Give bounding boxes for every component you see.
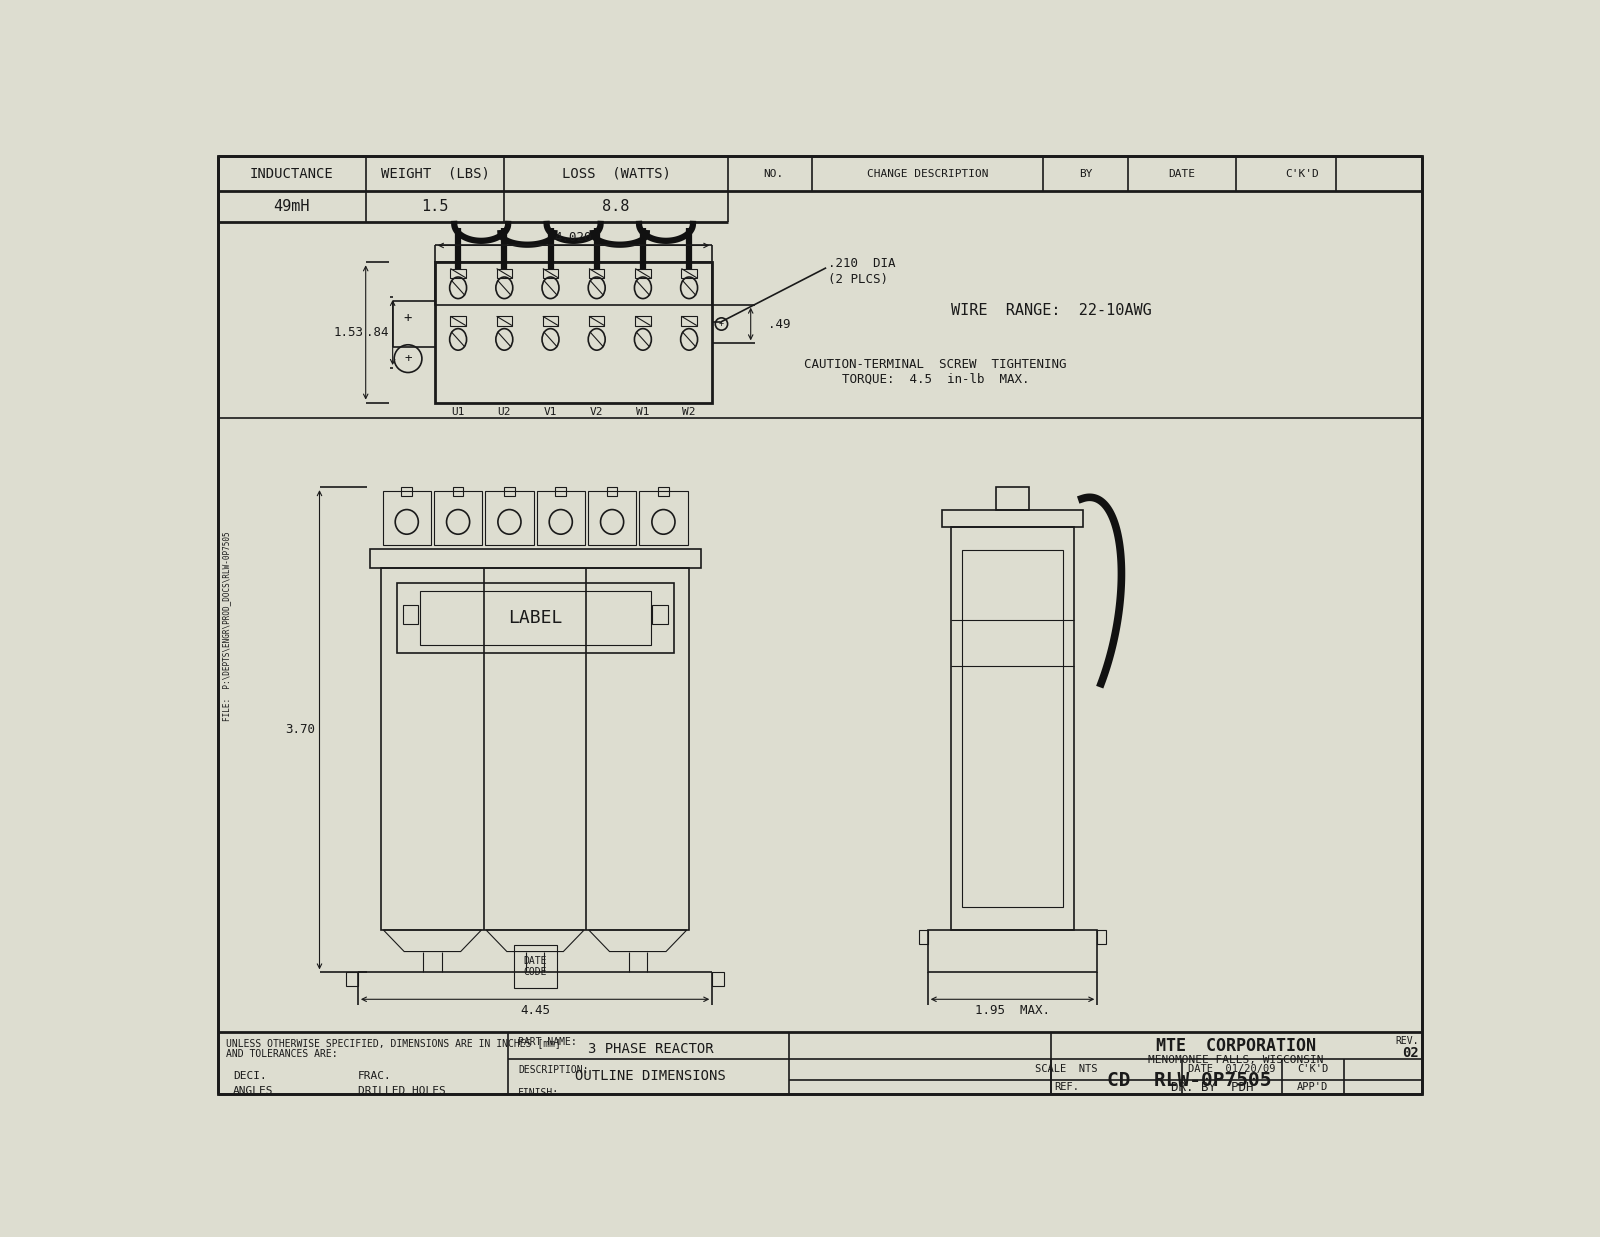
Text: DR. BY  PDH: DR. BY PDH xyxy=(1171,1081,1254,1094)
Bar xyxy=(542,268,558,278)
Text: 3 PHASE REACTOR: 3 PHASE REACTOR xyxy=(587,1043,714,1056)
Text: APP'D: APP'D xyxy=(1298,1082,1328,1092)
Text: NO.: NO. xyxy=(763,168,784,179)
Text: SCALE  NTS: SCALE NTS xyxy=(1035,1064,1098,1075)
Text: REV.: REV. xyxy=(1395,1037,1419,1047)
Text: 8.8: 8.8 xyxy=(602,199,630,214)
Text: WEIGHT  (LBS): WEIGHT (LBS) xyxy=(381,167,490,181)
Text: DESCRIPTION:: DESCRIPTION: xyxy=(518,1065,589,1075)
Text: +: + xyxy=(403,310,413,325)
Bar xyxy=(485,491,533,546)
Text: DRILLED HOLES: DRILLED HOLES xyxy=(358,1086,446,1096)
Text: UNLESS OTHERWISE SPECIFIED, DIMENSIONS ARE IN INCHES [mm]: UNLESS OTHERWISE SPECIFIED, DIMENSIONS A… xyxy=(226,1039,560,1049)
Bar xyxy=(496,268,512,278)
Text: FINISH:: FINISH: xyxy=(518,1087,560,1098)
Text: INDUCTANCE: INDUCTANCE xyxy=(250,167,334,181)
Bar xyxy=(928,930,1098,972)
Text: C'K'D: C'K'D xyxy=(1298,1064,1328,1075)
Bar xyxy=(403,605,418,625)
Text: 49mH: 49mH xyxy=(274,199,310,214)
Text: .210  DIA: .210 DIA xyxy=(827,257,896,271)
Text: +: + xyxy=(718,319,723,329)
Bar xyxy=(658,487,669,496)
Bar xyxy=(419,591,651,644)
Text: DATE: DATE xyxy=(1168,168,1195,179)
Text: 4.45: 4.45 xyxy=(520,1004,550,1017)
Text: CAUTION-TERMINAL  SCREW  TIGHTENING: CAUTION-TERMINAL SCREW TIGHTENING xyxy=(805,357,1067,371)
Text: AND TOLERANCES ARE:: AND TOLERANCES ARE: xyxy=(226,1049,338,1059)
Bar xyxy=(635,317,651,325)
Bar xyxy=(451,268,466,278)
Bar xyxy=(635,268,651,278)
Text: 4.020: 4.020 xyxy=(555,231,592,244)
Bar xyxy=(451,317,466,325)
Text: PART NAME:: PART NAME: xyxy=(518,1037,578,1047)
Text: 1.5: 1.5 xyxy=(421,199,448,214)
Bar xyxy=(682,268,698,278)
Text: MTE  CORPORATION: MTE CORPORATION xyxy=(1155,1038,1315,1055)
Text: V2: V2 xyxy=(590,407,603,417)
Bar xyxy=(640,491,688,546)
Text: 1.95  MAX.: 1.95 MAX. xyxy=(974,1004,1050,1017)
Bar xyxy=(712,972,723,986)
Text: V1: V1 xyxy=(544,407,557,417)
Text: WIRE  RANGE:  22-10AWG: WIRE RANGE: 22-10AWG xyxy=(950,303,1152,318)
Bar xyxy=(1098,930,1107,944)
Bar xyxy=(536,491,586,546)
Bar xyxy=(435,262,712,402)
Bar xyxy=(587,491,637,546)
Text: W2: W2 xyxy=(682,407,696,417)
Text: CHANGE DESCRIPTION: CHANGE DESCRIPTION xyxy=(867,168,989,179)
Text: 3.70: 3.70 xyxy=(285,724,315,736)
Text: C'K'D: C'K'D xyxy=(1285,168,1318,179)
Bar xyxy=(555,487,566,496)
Text: FRAC.: FRAC. xyxy=(358,1071,392,1081)
Bar xyxy=(370,549,701,568)
Bar xyxy=(381,568,690,930)
Bar xyxy=(942,511,1083,527)
Bar xyxy=(504,487,515,496)
Text: U2: U2 xyxy=(498,407,510,417)
Bar xyxy=(963,550,1062,907)
Bar xyxy=(496,317,512,325)
Text: 1.53: 1.53 xyxy=(334,327,363,339)
Text: BY: BY xyxy=(1078,168,1093,179)
Text: LABEL: LABEL xyxy=(507,609,562,627)
Text: U1: U1 xyxy=(451,407,466,417)
Bar xyxy=(402,487,413,496)
Bar xyxy=(382,491,430,546)
Text: ANGLES: ANGLES xyxy=(234,1086,274,1096)
Text: MENOMONEE FALLS, WISCONSIN: MENOMONEE FALLS, WISCONSIN xyxy=(1149,1055,1323,1065)
Text: (2 PLCS): (2 PLCS) xyxy=(827,273,888,286)
Bar xyxy=(453,487,464,496)
Bar xyxy=(995,487,1029,511)
Bar xyxy=(435,262,712,304)
Text: DECI.: DECI. xyxy=(234,1071,267,1081)
Text: DATE
CODE: DATE CODE xyxy=(523,956,547,977)
Bar xyxy=(542,317,558,325)
Bar xyxy=(950,527,1074,930)
Text: .49: .49 xyxy=(768,318,790,330)
Text: DATE  01/20/09: DATE 01/20/09 xyxy=(1189,1064,1275,1075)
Text: OUTLINE DIMENSIONS: OUTLINE DIMENSIONS xyxy=(576,1069,726,1084)
Bar xyxy=(589,317,605,325)
Bar xyxy=(434,491,482,546)
Text: TORQUE:  4.5  in-lb  MAX.: TORQUE: 4.5 in-lb MAX. xyxy=(842,372,1029,386)
Text: +: + xyxy=(405,353,411,365)
Bar xyxy=(514,945,557,987)
Text: CD  RLW-0P7505: CD RLW-0P7505 xyxy=(1107,1071,1272,1090)
Text: .84: .84 xyxy=(366,327,389,339)
Text: 02: 02 xyxy=(1402,1047,1419,1060)
Text: FILE:  P:\DEPTS\ENGR\PROD_DOCS\RLW-0P7505: FILE: P:\DEPTS\ENGR\PROD_DOCS\RLW-0P7505 xyxy=(222,531,232,721)
Bar xyxy=(589,268,605,278)
Text: LOSS  (WATTS): LOSS (WATTS) xyxy=(562,167,670,181)
Bar xyxy=(347,972,358,986)
Text: REF.: REF. xyxy=(1054,1082,1078,1092)
Bar xyxy=(682,317,698,325)
Text: W1: W1 xyxy=(637,407,650,417)
Bar xyxy=(397,584,674,653)
Bar xyxy=(653,605,667,625)
Bar xyxy=(606,487,618,496)
Bar xyxy=(918,930,928,944)
